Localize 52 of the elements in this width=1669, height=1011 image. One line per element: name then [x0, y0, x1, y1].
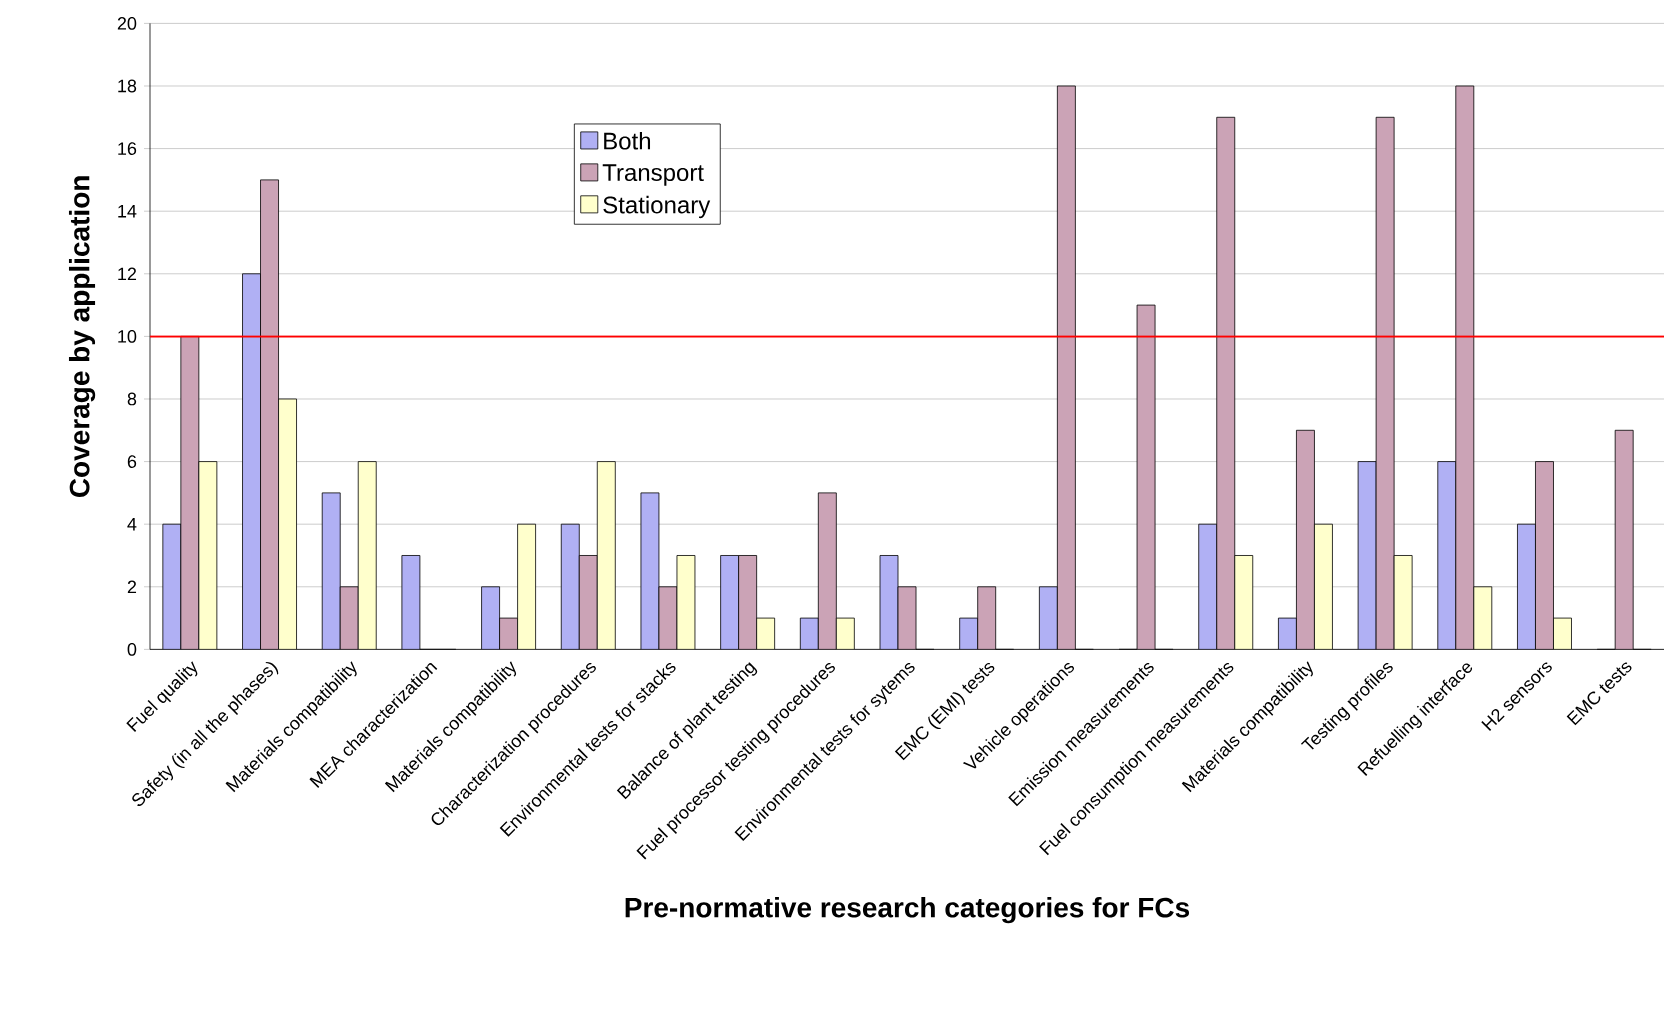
- bar: [1039, 586, 1058, 650]
- y-tick-label: 4: [127, 517, 137, 531]
- y-tick-label: 10: [118, 330, 137, 343]
- bar: [561, 524, 580, 650]
- y-tick-label: 14: [118, 204, 137, 218]
- bar: [977, 586, 996, 650]
- legend-label: Transport: [602, 164, 704, 186]
- bar: [959, 618, 978, 650]
- bar: [1278, 618, 1297, 650]
- bar: [162, 524, 181, 650]
- bar: [720, 555, 739, 650]
- bar: [1517, 524, 1536, 650]
- bar: [738, 555, 757, 650]
- bar: [1455, 85, 1474, 650]
- bar: [756, 618, 775, 650]
- bar: [579, 555, 598, 650]
- y-axis-title: Coverage by application: [68, 176, 96, 498]
- y-tick-label: 8: [127, 392, 137, 406]
- bar: [358, 461, 377, 650]
- bar: [499, 618, 518, 650]
- bar: [836, 618, 855, 650]
- bar: [818, 492, 837, 650]
- bar: [278, 398, 297, 650]
- bar: [1535, 461, 1554, 650]
- bar: [1057, 85, 1076, 650]
- bar: [1314, 524, 1333, 650]
- bar: [1296, 430, 1315, 650]
- y-tick-label: 16: [118, 142, 137, 155]
- bar: [260, 179, 279, 650]
- bar: [800, 618, 819, 650]
- bar: [481, 586, 500, 650]
- x-axis-title: Pre-normative research categories for FCs: [625, 896, 1190, 924]
- y-tick-label: 18: [118, 79, 137, 93]
- bar: [1437, 461, 1456, 650]
- bar: [322, 492, 341, 650]
- y-tick-label: 12: [118, 267, 137, 281]
- bar: [1216, 117, 1235, 650]
- y-tick-label: 2: [127, 580, 137, 594]
- y-tick-label: 20: [117, 17, 137, 30]
- bar: [340, 586, 359, 650]
- bar: [517, 524, 536, 650]
- bar: [1234, 555, 1253, 650]
- bar: [242, 273, 261, 650]
- bar: [597, 461, 616, 650]
- bar: [1473, 586, 1492, 650]
- y-tick-label: 0: [127, 643, 137, 656]
- legend-label: Stationary: [603, 195, 711, 219]
- bar: [1614, 429, 1634, 650]
- bar: [1553, 618, 1572, 650]
- legend-label: Both: [604, 131, 651, 150]
- y-tick-label: 6: [127, 455, 137, 468]
- bar: [1198, 524, 1217, 650]
